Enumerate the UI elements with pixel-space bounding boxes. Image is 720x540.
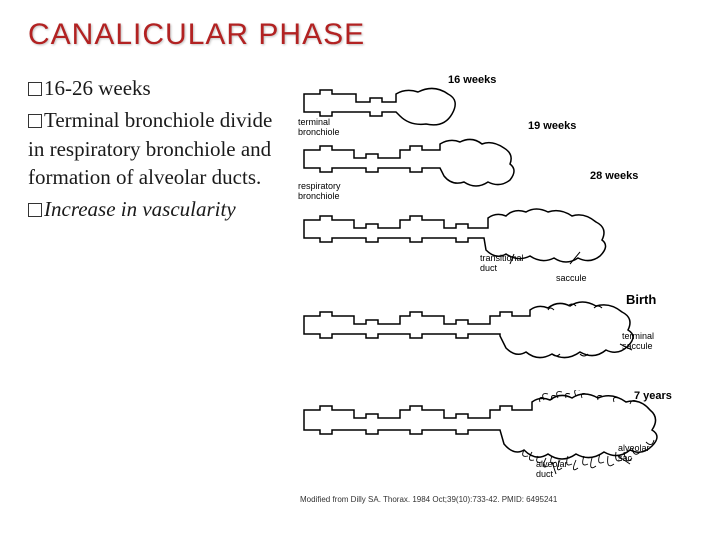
slide-title: CANALICULAR PHASE bbox=[28, 18, 692, 52]
bullet-item: Increase in vascularity bbox=[28, 195, 288, 223]
bullet-list: 16-26 weeks Terminal bronchiole divide i… bbox=[28, 74, 288, 504]
stage-28-weeks bbox=[300, 202, 640, 278]
bronchiole-icon bbox=[300, 296, 670, 378]
annotation: alveolarduct bbox=[536, 460, 568, 480]
bullet-marker-icon bbox=[28, 82, 42, 96]
bronchiole-icon bbox=[300, 136, 580, 192]
annotation: transitionalduct bbox=[480, 254, 524, 274]
bronchiole-icon bbox=[300, 390, 680, 486]
annotation: terminalsaccule bbox=[622, 332, 654, 352]
bullet-text: 16-26 weeks bbox=[44, 76, 151, 100]
stage-7-years bbox=[300, 390, 680, 486]
annotation: alveolarsac bbox=[618, 444, 650, 464]
slide: CANALICULAR PHASE 16-26 weeks Terminal b… bbox=[0, 0, 720, 540]
annotation: terminalbronchiole bbox=[298, 118, 340, 138]
stage-label: 19 weeks bbox=[528, 120, 576, 132]
bullet-text: Terminal bronchiole divide in respirator… bbox=[28, 108, 272, 189]
bullet-marker-icon bbox=[28, 203, 42, 217]
stage-label: 28 weeks bbox=[590, 170, 638, 182]
bullet-marker-icon bbox=[28, 114, 42, 128]
stage-19-weeks bbox=[300, 136, 580, 192]
lung-development-diagram: 16 weeks terminalbronchiole 19 weeks res… bbox=[300, 74, 692, 504]
bronchiole-icon bbox=[300, 202, 640, 278]
annotation: respiratorybronchiole bbox=[298, 182, 341, 202]
stage-birth bbox=[300, 296, 670, 378]
content-row: 16-26 weeks Terminal bronchiole divide i… bbox=[28, 74, 692, 504]
figure-citation: Modified from Dilly SA. Thorax. 1984 Oct… bbox=[300, 495, 557, 504]
bullet-item: 16-26 weeks bbox=[28, 74, 288, 102]
bullet-text: Increase in vascularity bbox=[44, 197, 236, 221]
annotation: saccule bbox=[556, 274, 587, 284]
bullet-item: Terminal bronchiole divide in respirator… bbox=[28, 106, 288, 191]
